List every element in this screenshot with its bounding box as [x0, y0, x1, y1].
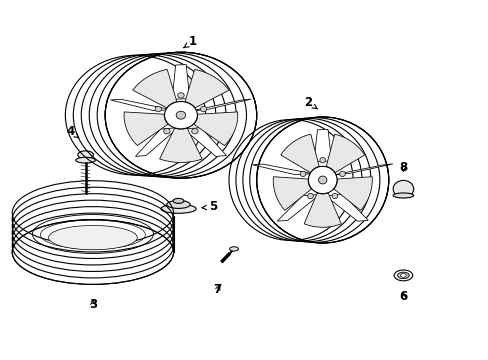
Ellipse shape: [176, 111, 185, 119]
Ellipse shape: [400, 274, 406, 277]
Ellipse shape: [331, 193, 337, 199]
Ellipse shape: [12, 220, 173, 284]
Ellipse shape: [155, 107, 161, 112]
Ellipse shape: [78, 151, 93, 159]
Polygon shape: [110, 99, 171, 111]
Ellipse shape: [163, 129, 170, 134]
Polygon shape: [313, 129, 331, 162]
Polygon shape: [252, 164, 312, 175]
Polygon shape: [280, 134, 319, 173]
Text: 1: 1: [183, 35, 197, 48]
Ellipse shape: [173, 198, 183, 203]
Text: 5: 5: [202, 201, 216, 213]
Ellipse shape: [397, 272, 408, 279]
Ellipse shape: [191, 129, 198, 134]
Ellipse shape: [256, 117, 388, 243]
Polygon shape: [184, 69, 229, 108]
Polygon shape: [325, 194, 367, 221]
Text: 2: 2: [304, 96, 317, 109]
Polygon shape: [332, 164, 392, 175]
Polygon shape: [273, 177, 311, 210]
Text: 7: 7: [213, 283, 221, 296]
Polygon shape: [193, 112, 237, 145]
Text: 8: 8: [399, 161, 407, 174]
Ellipse shape: [318, 176, 326, 184]
Text: 3: 3: [89, 298, 97, 311]
Polygon shape: [124, 112, 168, 145]
Polygon shape: [135, 128, 178, 156]
Ellipse shape: [164, 102, 197, 129]
Ellipse shape: [300, 171, 305, 177]
Ellipse shape: [229, 247, 238, 251]
Ellipse shape: [166, 201, 190, 208]
Polygon shape: [277, 194, 319, 221]
Ellipse shape: [48, 225, 137, 250]
Ellipse shape: [392, 180, 413, 198]
Ellipse shape: [307, 193, 313, 199]
Polygon shape: [132, 69, 177, 108]
Text: 4: 4: [67, 125, 79, 138]
Polygon shape: [190, 99, 251, 111]
Ellipse shape: [76, 157, 95, 163]
Ellipse shape: [161, 204, 196, 213]
Polygon shape: [172, 64, 189, 99]
Polygon shape: [325, 134, 364, 173]
Polygon shape: [159, 128, 202, 162]
Ellipse shape: [177, 93, 184, 98]
Ellipse shape: [200, 107, 206, 112]
Ellipse shape: [392, 193, 413, 198]
Polygon shape: [304, 193, 341, 227]
Ellipse shape: [105, 52, 256, 178]
Text: 6: 6: [399, 291, 407, 303]
Polygon shape: [183, 127, 226, 157]
Ellipse shape: [393, 270, 412, 281]
Ellipse shape: [319, 158, 325, 163]
Ellipse shape: [308, 166, 336, 194]
Polygon shape: [333, 177, 371, 210]
Ellipse shape: [339, 171, 345, 177]
